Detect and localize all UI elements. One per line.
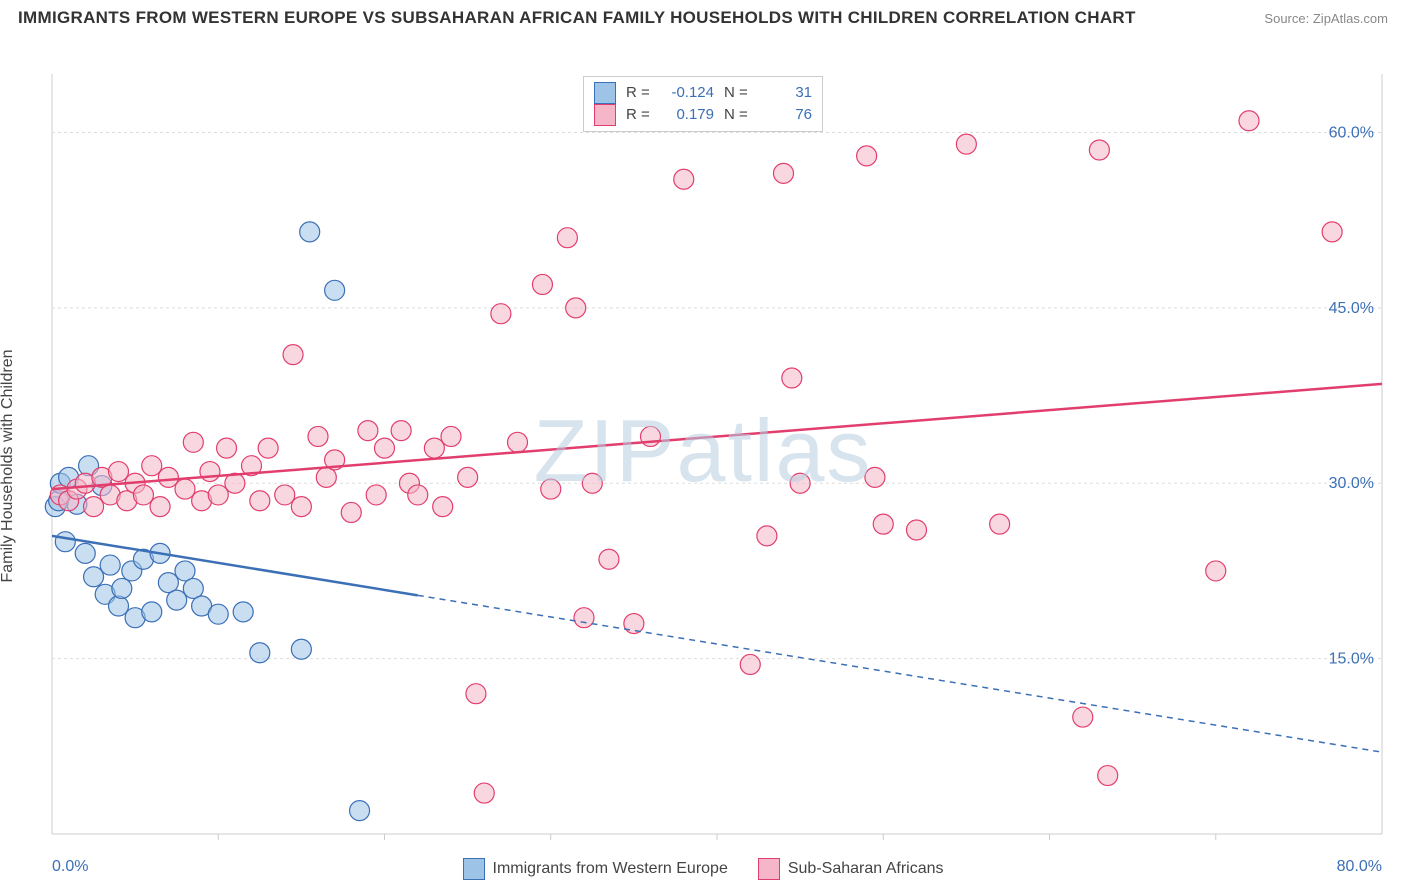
svg-text:15.0%: 15.0%: [1329, 651, 1374, 668]
series-legend: 0.0% Immigrants from Western Europe Sub-…: [0, 858, 1406, 880]
svg-text:30.0%: 30.0%: [1329, 475, 1374, 492]
r-label: R =: [626, 104, 654, 126]
svg-text:45.0%: 45.0%: [1329, 300, 1374, 317]
x-axis-min: 0.0%: [52, 858, 88, 876]
legend-swatch-pink: [758, 858, 780, 880]
legend-item: Sub-Saharan Africans: [758, 858, 944, 880]
n-value: 76: [762, 104, 812, 126]
source-link[interactable]: ZipAtlas.com: [1313, 11, 1388, 26]
legend-row: R = -0.124 N = 31: [594, 82, 812, 104]
x-axis-max: 80.0%: [1337, 858, 1382, 876]
source-label: Source:: [1264, 11, 1309, 26]
r-label: R =: [626, 82, 654, 104]
r-value: -0.124: [664, 82, 714, 104]
title-bar: IMMIGRANTS FROM WESTERN EUROPE VS SUBSAH…: [0, 0, 1406, 32]
legend-label: Immigrants from Western Europe: [493, 860, 728, 878]
legend-row: R = 0.179 N = 76: [594, 104, 812, 126]
n-label: N =: [724, 104, 752, 126]
legend-item: Immigrants from Western Europe: [463, 858, 728, 880]
svg-text:60.0%: 60.0%: [1329, 124, 1374, 141]
correlation-legend: R = -0.124 N = 31 R = 0.179 N = 76: [583, 76, 823, 132]
chart-title: IMMIGRANTS FROM WESTERN EUROPE VS SUBSAH…: [18, 8, 1136, 28]
scatter-chart: 15.0% 30.0% 45.0% 60.0%: [0, 32, 1406, 852]
legend-swatch-pink: [594, 104, 616, 126]
chart-container: Family Households with Children ZIPatlas…: [0, 32, 1406, 882]
n-label: N =: [724, 82, 752, 104]
source-attribution: Source: ZipAtlas.com: [1264, 11, 1388, 26]
legend-swatch-blue: [463, 858, 485, 880]
n-value: 31: [762, 82, 812, 104]
r-value: 0.179: [664, 104, 714, 126]
y-axis-label: Family Households with Children: [0, 350, 17, 583]
legend-label: Sub-Saharan Africans: [788, 860, 944, 878]
legend-swatch-blue: [594, 82, 616, 104]
